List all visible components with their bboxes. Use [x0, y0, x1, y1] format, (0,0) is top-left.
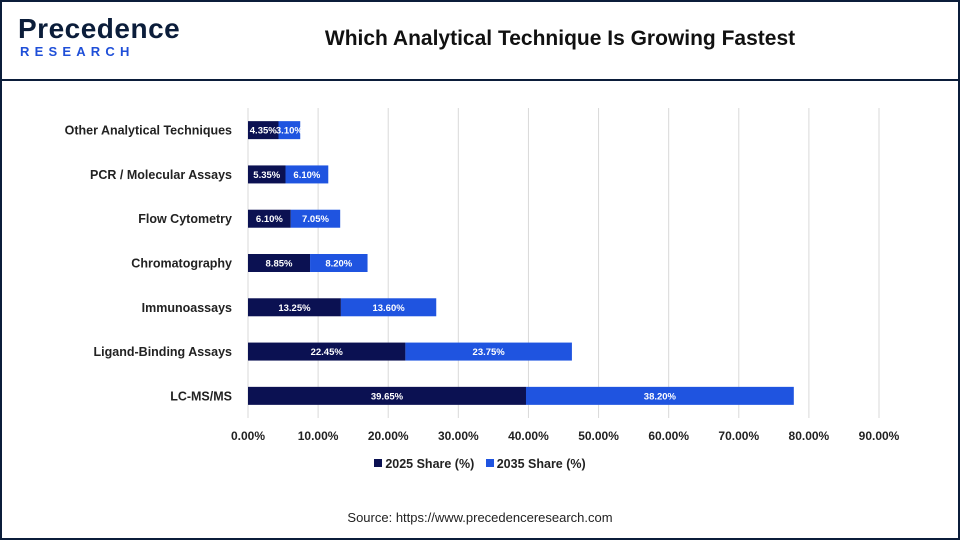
legend: 2025 Share (%) 2035 Share (%): [0, 457, 960, 471]
category-label: Flow Cytometry: [138, 212, 232, 226]
data-label: 3.10%: [276, 126, 303, 137]
brand-logo: Precedence RESEARCH: [18, 14, 180, 64]
x-tick-label: 40.00%: [508, 429, 549, 443]
legend-swatch-2025: [374, 459, 383, 467]
source-note: Source: https://www.precedenceresearch.c…: [347, 510, 613, 525]
bar-2035: [405, 342, 572, 361]
data-label: 6.10%: [256, 214, 283, 225]
category-label: Ligand-Binding Assays: [94, 345, 232, 359]
category-label: LC-MS/MS: [170, 389, 232, 403]
bar-2035: [285, 165, 329, 184]
bar-2035: [310, 254, 368, 272]
category-label: Immunoassays: [142, 301, 232, 315]
legend-label-2035: 2035 Share (%): [496, 457, 586, 471]
bar-2025: [248, 254, 311, 272]
data-label: 8.85%: [266, 259, 293, 270]
data-label: 13.60%: [372, 303, 405, 314]
bar-2035: [525, 386, 794, 405]
x-tick-label: 0.00%: [231, 429, 265, 443]
data-label: 5.35%: [253, 170, 280, 181]
data-label: 8.20%: [325, 259, 352, 270]
data-label: 4.35%: [250, 126, 277, 137]
data-label: 22.45%: [311, 347, 344, 358]
category-label: Chromatography: [131, 257, 232, 271]
header-divider: [0, 79, 960, 81]
bar-2035: [290, 209, 341, 228]
x-tick-label: 80.00%: [789, 429, 830, 443]
chart-title: Which Analytical Technique Is Growing Fa…: [324, 27, 796, 50]
legend-item-2025: 2025 Share (%): [374, 457, 474, 471]
bar-2025: [248, 342, 406, 361]
bar-2025: [248, 209, 291, 228]
bar-2035: [340, 298, 437, 317]
x-tick-label: 20.00%: [368, 429, 409, 443]
category-label: Other Analytical Techniques: [65, 124, 232, 138]
category-label: PCR / Molecular Assays: [90, 168, 232, 182]
bar-2025: [248, 386, 526, 405]
bar-2025: [248, 121, 279, 140]
data-label: 13.25%: [278, 303, 311, 314]
data-label: 38.20%: [644, 391, 677, 402]
header: Precedence RESEARCH Which Analytical Tec…: [0, 0, 960, 80]
legend-swatch-2035: [485, 459, 494, 467]
legend-label-2025: 2025 Share (%): [385, 457, 475, 471]
x-tick-label: 50.00%: [578, 429, 619, 443]
data-label: 39.65%: [371, 391, 404, 402]
data-label: 23.75%: [473, 347, 506, 358]
bar-2025: [248, 165, 286, 184]
bar-2025: [248, 298, 341, 317]
x-tick-label: 60.00%: [648, 429, 689, 443]
x-tick-label: 90.00%: [859, 429, 900, 443]
x-tick-label: 70.00%: [718, 429, 759, 443]
bar-2035: [278, 121, 301, 140]
x-tick-label: 30.00%: [438, 429, 479, 443]
x-tick-label: 10.00%: [298, 429, 339, 443]
data-label: 7.05%: [302, 214, 329, 225]
data-label: 6.10%: [293, 170, 320, 181]
logo-wordmark: Precedence: [18, 13, 181, 44]
legend-item-2035: 2035 Share (%): [485, 457, 586, 471]
logo-subtitle: RESEARCH: [20, 44, 135, 59]
